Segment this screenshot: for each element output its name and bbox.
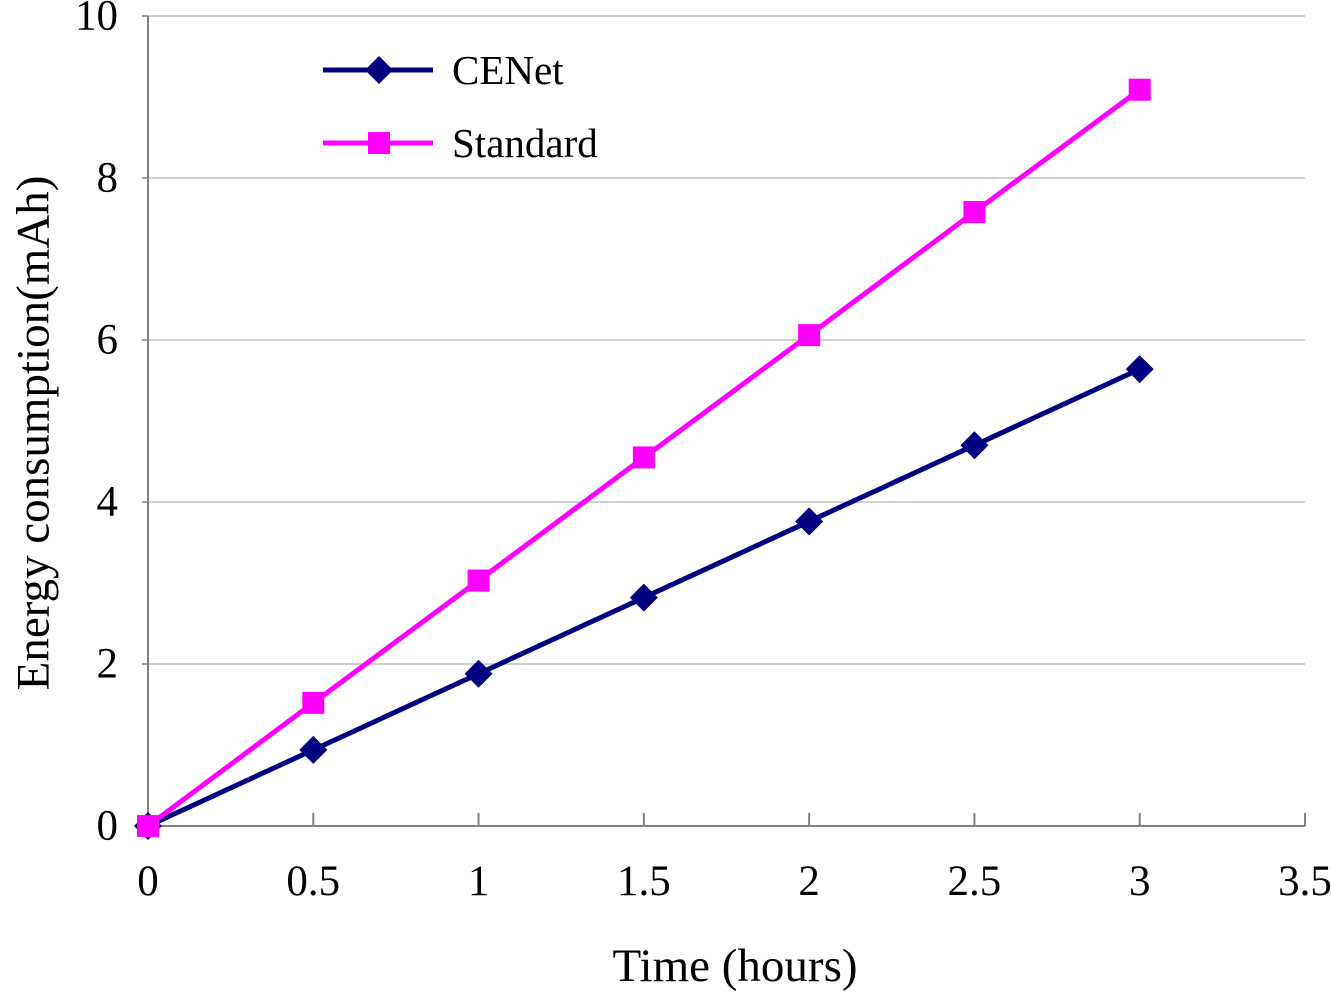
x-tick-label-0: 0 bbox=[137, 858, 159, 905]
y-axis-title: Energy consumption(mAh) bbox=[7, 175, 60, 691]
marker-standard-2 bbox=[467, 569, 490, 592]
legend-label-cenet: CENet bbox=[452, 46, 564, 93]
x-tick-label-3.5: 3.5 bbox=[1278, 858, 1331, 905]
x-tick-label-3: 3 bbox=[1128, 858, 1151, 905]
marker-standard-6 bbox=[1128, 78, 1151, 101]
x-axis-title: Time (hours) bbox=[612, 940, 858, 992]
y-tick-label-6: 6 bbox=[96, 316, 119, 364]
legend-label-standard: Standard bbox=[452, 119, 598, 166]
x-tick-label-1: 1 bbox=[467, 858, 490, 905]
x-tick-label-2.5: 2.5 bbox=[947, 858, 1002, 905]
marker-standard-0 bbox=[137, 815, 159, 837]
y-axis-tick-labels: 0 2 4 6 8 10 bbox=[0, 0, 118, 1000]
marker-cenet-6 bbox=[1125, 355, 1154, 384]
legend-item-standard: Standard bbox=[320, 117, 598, 169]
marker-cenet-5 bbox=[960, 431, 989, 460]
legend-item-cenet: CENet bbox=[320, 44, 598, 96]
marker-cenet-2 bbox=[464, 659, 493, 688]
x-tick-label-1.5: 1.5 bbox=[616, 858, 671, 905]
marker-cenet-3 bbox=[629, 583, 658, 612]
x-tick-label-2: 2 bbox=[798, 858, 820, 905]
standard-line-marker-swatch bbox=[323, 132, 433, 154]
legend: CENet Standard bbox=[320, 44, 598, 169]
marker-cenet-1 bbox=[299, 735, 328, 764]
marker-standard-4 bbox=[798, 324, 821, 347]
cenet-legend-diamond-icon bbox=[365, 56, 393, 84]
x-tick-label-0.5: 0.5 bbox=[286, 858, 341, 905]
y-tick-label-2: 2 bbox=[96, 640, 119, 688]
marker-standard-3 bbox=[632, 446, 655, 469]
y-tick-label-8: 8 bbox=[96, 154, 119, 202]
cenet-line-marker-swatch bbox=[323, 56, 433, 84]
y-tick-label-0: 0 bbox=[96, 802, 119, 850]
marker-standard-5 bbox=[963, 201, 986, 224]
marker-standard-1 bbox=[302, 691, 325, 714]
standard-legend-square-icon bbox=[368, 132, 390, 154]
y-tick-label-4: 4 bbox=[96, 478, 119, 526]
y-tick-label-10: 10 bbox=[75, 0, 118, 40]
marker-cenet-4 bbox=[795, 507, 824, 536]
